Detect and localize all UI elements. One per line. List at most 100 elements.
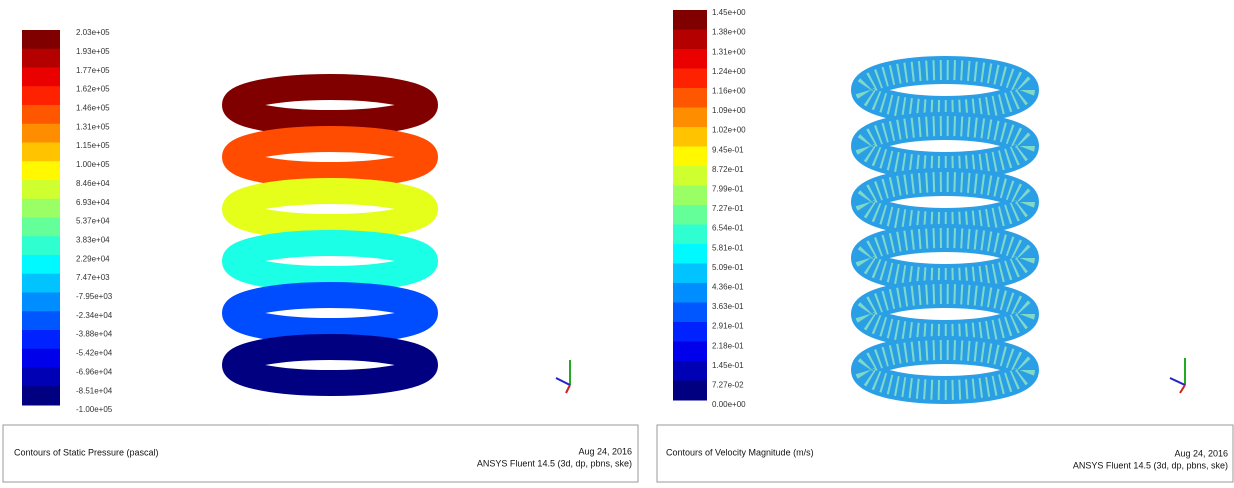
- legend-label: 1.62e+05: [76, 85, 110, 94]
- caption: Contours of Static Pressure (pascal): [14, 447, 159, 457]
- legend-swatch: [22, 67, 60, 87]
- legend-swatch: [673, 205, 707, 225]
- legend-label: 7.27e-02: [712, 381, 744, 390]
- legend-swatch: [673, 107, 707, 128]
- legend-swatch: [22, 217, 60, 237]
- legend-swatch: [22, 105, 60, 125]
- legend-label: 7.47e+03: [76, 273, 110, 282]
- legend-label: 3.83e+04: [76, 235, 110, 244]
- caption: Contours of Velocity Magnitude (m/s): [666, 447, 814, 457]
- legend-swatch: [673, 341, 707, 362]
- caption-box: [656, 424, 1234, 483]
- legend-swatch: [22, 48, 60, 68]
- helix-coil: [222, 334, 438, 396]
- legend-swatch: [673, 29, 707, 50]
- legend-swatch: [673, 146, 707, 167]
- date: Aug 24, 2016: [578, 446, 632, 456]
- legend-label: 1.02e+00: [712, 126, 746, 135]
- helix-texture: [855, 228, 1035, 288]
- legend-label: 1.45e+00: [712, 8, 746, 17]
- legend-swatch: [22, 348, 60, 368]
- helix-coil: [222, 230, 438, 292]
- legend-label: 1.77e+05: [76, 66, 110, 75]
- legend-label: 4.36e-01: [712, 283, 744, 292]
- helix-texture: [855, 172, 1035, 232]
- legend-label: 1.09e+00: [712, 106, 746, 115]
- legend-label: 8.72e-01: [712, 165, 744, 174]
- legend-label: 2.91e-01: [712, 322, 744, 331]
- legend-swatch: [673, 224, 707, 245]
- legend-swatch: [22, 311, 60, 331]
- legend-swatch: [673, 166, 707, 186]
- legend-label: -5.42e+04: [76, 349, 113, 358]
- legend-swatch: [673, 263, 707, 284]
- legend-swatch: [673, 88, 707, 108]
- legend-swatch: [673, 361, 707, 381]
- legend-label: -3.88e+04: [76, 330, 113, 339]
- legend-swatch: [673, 244, 707, 264]
- legend-label: 6.93e+04: [76, 198, 110, 207]
- legend-label: 1.45e-01: [712, 361, 744, 370]
- velocity-panel: Contours of Velocity Magnitude (m/s) Aug…: [656, 8, 1234, 483]
- axis-triad: [555, 360, 571, 394]
- legend-swatch: [673, 10, 707, 30]
- date: Aug 24, 2016: [1174, 448, 1228, 458]
- legend-swatch: [22, 86, 60, 106]
- legend-label: 7.99e-01: [712, 185, 744, 194]
- legend-swatch: [22, 123, 60, 143]
- legend-swatch: [22, 180, 60, 200]
- legend-label: -6.96e+04: [76, 367, 113, 376]
- legend-label: 1.00e+05: [76, 160, 110, 169]
- legend-swatch: [673, 127, 707, 147]
- legend-swatch: [673, 283, 707, 303]
- helix-texture: [855, 284, 1035, 344]
- helix-coil: [222, 178, 438, 240]
- helix-texture: [855, 116, 1035, 176]
- legend-label: 8.46e+04: [76, 179, 110, 188]
- legend-label: -1.00e+05: [76, 405, 113, 414]
- legend-swatch: [22, 273, 60, 293]
- legend-swatch: [22, 161, 60, 181]
- legend-swatch: [673, 49, 707, 69]
- legend-swatch: [22, 255, 60, 275]
- legend-label: 6.54e-01: [712, 224, 744, 233]
- axis-triad: [1169, 358, 1186, 394]
- legend-label: 2.18e-01: [712, 341, 744, 350]
- legend-swatch: [22, 142, 60, 162]
- legend-swatch: [22, 30, 60, 50]
- legend-label: -8.51e+04: [76, 386, 113, 395]
- legend-label: 1.46e+05: [76, 104, 110, 113]
- legend-label: 5.37e+04: [76, 217, 110, 226]
- legend-label: 1.31e+05: [76, 122, 110, 131]
- legend-label: 1.31e+00: [712, 47, 746, 56]
- legend-label: 1.16e+00: [712, 87, 746, 96]
- pressure-helix: [222, 74, 438, 396]
- legend-label: 9.45e-01: [712, 145, 744, 154]
- legend-label: 1.15e+05: [76, 141, 110, 150]
- legend-label: 2.29e+04: [76, 254, 110, 263]
- legend-label: -2.34e+04: [76, 311, 113, 320]
- legend-swatch: [22, 386, 60, 406]
- legend-label: 0.00e+00: [712, 400, 746, 409]
- legend-label: 7.27e-01: [712, 204, 744, 213]
- caption-box: [2, 424, 639, 483]
- velocity-helix: [851, 56, 1039, 404]
- legend-swatch: [673, 302, 707, 323]
- legend-swatch: [673, 380, 707, 401]
- legend-swatch: [673, 68, 707, 89]
- legend-swatch: [22, 367, 60, 387]
- legend-swatch: [22, 236, 60, 256]
- legend-label: 5.09e-01: [712, 263, 744, 272]
- legend-label: 5.81e-01: [712, 243, 744, 252]
- legend-label: 1.93e+05: [76, 47, 110, 56]
- software: ANSYS Fluent 14.5 (3d, dp, pbns, ske): [477, 458, 632, 468]
- helix-texture: [855, 60, 1035, 120]
- legend-label: -7.95e+03: [76, 292, 113, 301]
- helix-coil: [222, 126, 438, 188]
- software: ANSYS Fluent 14.5 (3d, dp, pbns, ske): [1073, 460, 1228, 470]
- legend-swatch: [673, 322, 707, 342]
- legend-swatch: [22, 292, 60, 312]
- helix-coil: [222, 74, 438, 136]
- legend-swatch: [673, 185, 707, 206]
